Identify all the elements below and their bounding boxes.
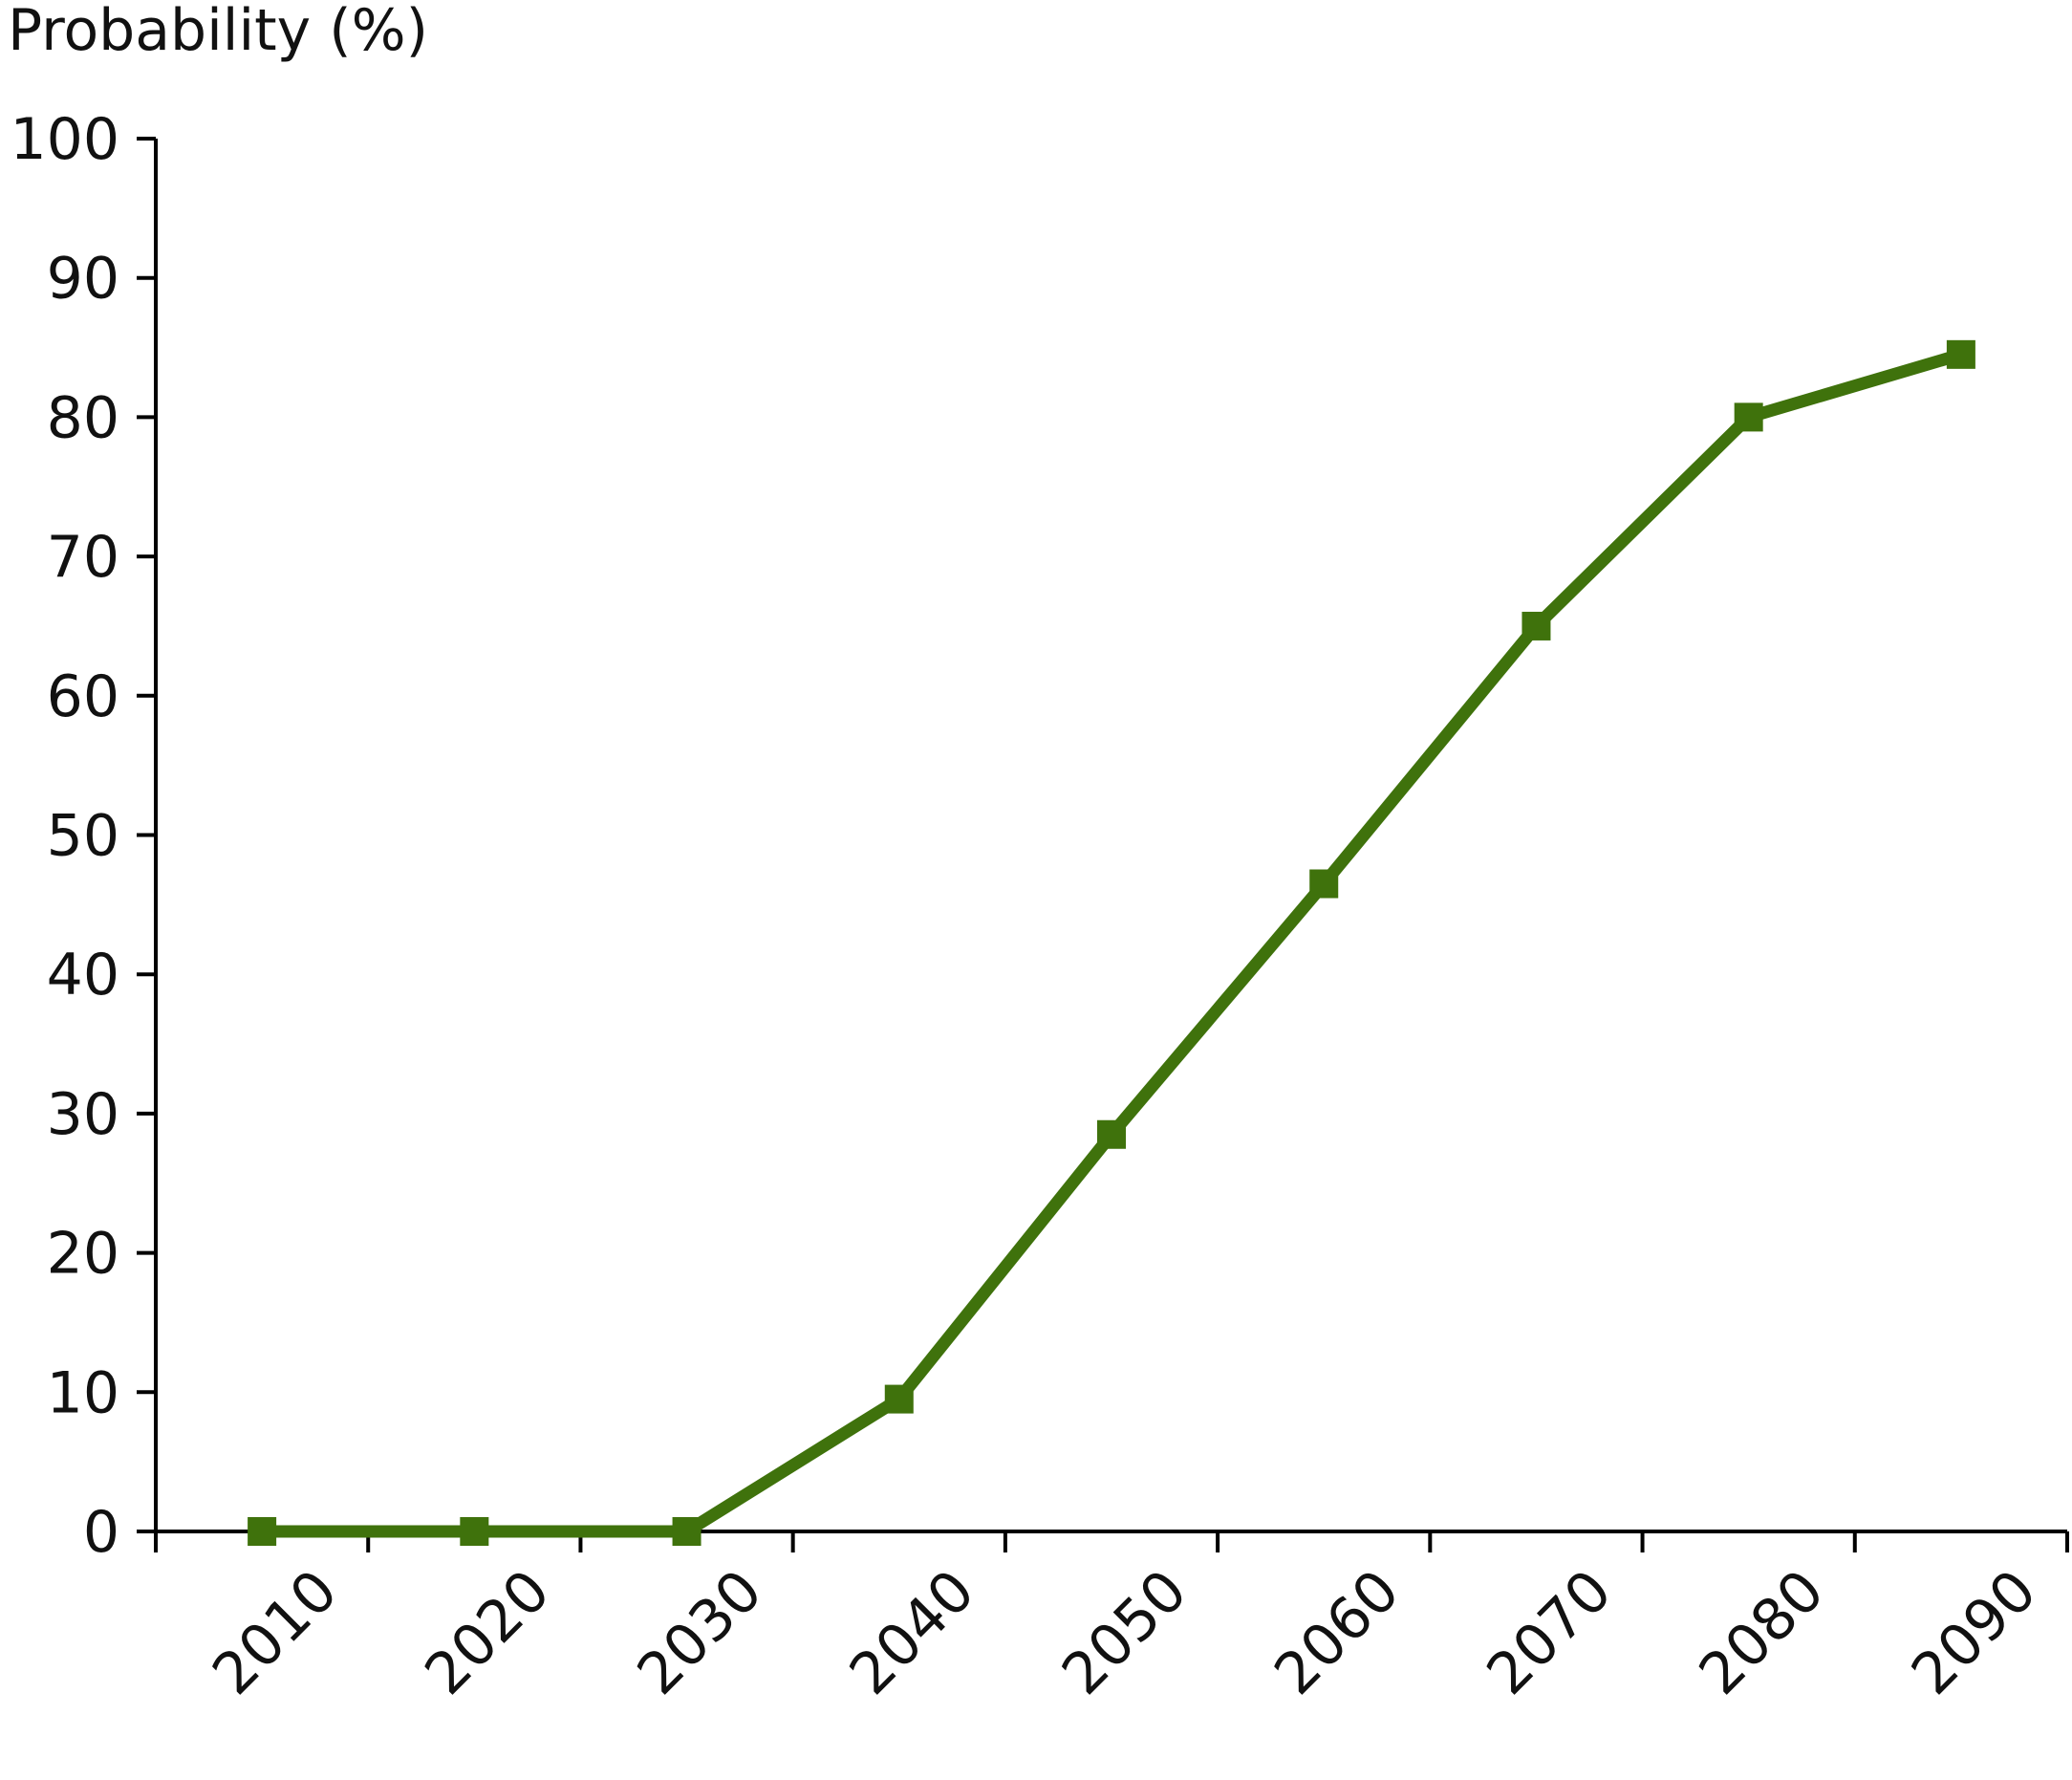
y-tick-label: 90 [47, 246, 119, 313]
y-ticks: 0 10 20 30 40 50 60 70 80 90 100 [10, 106, 156, 1566]
data-point-2030 [672, 1517, 701, 1546]
data-point-2040 [884, 1384, 914, 1414]
y-tick-label: 50 [47, 803, 119, 870]
y-axis-title: Probability (%) [8, 0, 428, 64]
data-point-2010 [248, 1517, 277, 1546]
x-tick-label: 2040 [837, 1557, 987, 1707]
x-tick-label: 2050 [1049, 1557, 1199, 1707]
y-tick-label: 40 [47, 942, 119, 1009]
y-tick-label: 60 [47, 663, 119, 730]
data-point-2060 [1309, 869, 1339, 899]
x-tick-label: 2080 [1687, 1557, 1837, 1707]
data-point-2020 [460, 1517, 489, 1546]
y-tick-label: 70 [47, 524, 119, 591]
series-group [248, 339, 1975, 1546]
data-point-2050 [1097, 1119, 1126, 1149]
y-tick-label: 10 [47, 1359, 119, 1426]
data-point-2090 [1946, 339, 1975, 369]
series-line [262, 348, 1963, 1538]
y-tick-label: 100 [10, 106, 119, 173]
y-tick-label: 80 [47, 384, 119, 451]
x-tick-label: 2010 [200, 1557, 350, 1707]
data-point-2070 [1522, 611, 1551, 640]
x-ticks: 2010 2020 2030 2040 2050 2060 2070 2080 2090 [154, 1531, 2069, 1708]
x-tick-label: 2030 [625, 1557, 775, 1707]
y-tick-label: 0 [83, 1499, 119, 1566]
y-tick-label: 20 [47, 1221, 119, 1288]
x-tick-label: 2060 [1262, 1557, 1412, 1707]
x-tick-label: 2070 [1475, 1557, 1625, 1707]
axes [154, 139, 2067, 1552]
y-tick-label: 30 [47, 1081, 119, 1148]
x-tick-label: 2020 [412, 1557, 562, 1707]
data-point-2080 [1734, 402, 1763, 432]
x-tick-label: 2090 [1899, 1557, 2049, 1707]
